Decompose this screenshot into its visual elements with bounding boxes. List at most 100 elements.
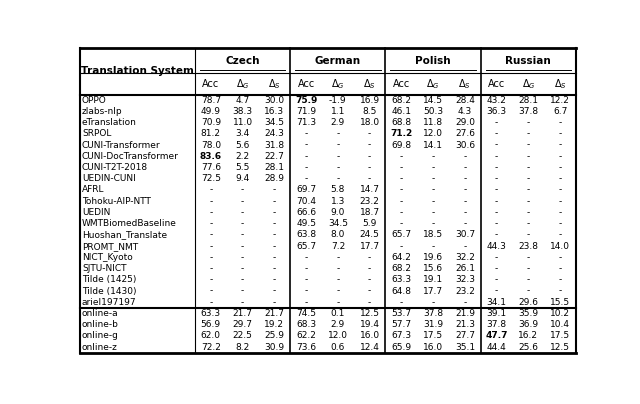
Text: -: - xyxy=(431,174,435,183)
Text: 63.8: 63.8 xyxy=(296,230,316,240)
Text: 15.6: 15.6 xyxy=(423,264,443,273)
Text: -: - xyxy=(463,152,467,161)
Text: NICT_Kyoto: NICT_Kyoto xyxy=(82,253,132,262)
Text: 22.5: 22.5 xyxy=(233,331,253,341)
Text: 36.3: 36.3 xyxy=(486,107,507,116)
Text: 28.1: 28.1 xyxy=(518,96,538,105)
Text: 28.1: 28.1 xyxy=(264,163,284,172)
Text: Russian: Russian xyxy=(506,56,551,66)
Text: 19.6: 19.6 xyxy=(423,253,443,262)
Text: 65.9: 65.9 xyxy=(391,343,412,352)
Text: 72.5: 72.5 xyxy=(201,174,221,183)
Text: -: - xyxy=(209,219,212,228)
Text: -: - xyxy=(431,197,435,206)
Text: -: - xyxy=(305,275,308,284)
Text: -: - xyxy=(305,129,308,138)
Text: 10.2: 10.2 xyxy=(550,309,570,318)
Text: -: - xyxy=(431,219,435,228)
Text: -: - xyxy=(400,197,403,206)
Text: Acc: Acc xyxy=(298,79,315,89)
Text: -: - xyxy=(495,264,499,273)
Text: -: - xyxy=(527,185,530,194)
Text: 27.7: 27.7 xyxy=(455,331,475,341)
Text: 12.2: 12.2 xyxy=(550,96,570,105)
Text: 10.4: 10.4 xyxy=(550,320,570,329)
Text: 64.2: 64.2 xyxy=(392,253,412,262)
Text: 65.7: 65.7 xyxy=(296,242,316,250)
Text: -: - xyxy=(305,152,308,161)
Text: 26.1: 26.1 xyxy=(455,264,475,273)
Text: $\Delta_G$: $\Delta_G$ xyxy=(331,77,345,91)
Text: online-z: online-z xyxy=(82,343,118,352)
Text: -: - xyxy=(273,275,276,284)
Text: 16.0: 16.0 xyxy=(423,343,443,352)
Text: 14.0: 14.0 xyxy=(550,242,570,250)
Text: -: - xyxy=(559,152,562,161)
Text: 47.7: 47.7 xyxy=(485,331,508,341)
Text: $\Delta_S$: $\Delta_S$ xyxy=(268,77,281,91)
Text: -: - xyxy=(495,230,499,240)
Text: 69.8: 69.8 xyxy=(391,141,412,149)
Text: -: - xyxy=(527,253,530,262)
Text: -: - xyxy=(559,230,562,240)
Text: -: - xyxy=(368,141,371,149)
Text: 2.9: 2.9 xyxy=(331,320,345,329)
Text: 12.4: 12.4 xyxy=(360,343,380,352)
Text: online-b: online-b xyxy=(82,320,119,329)
Text: -: - xyxy=(495,208,499,217)
Text: -: - xyxy=(495,253,499,262)
Text: -: - xyxy=(495,141,499,149)
Text: 34.5: 34.5 xyxy=(264,118,284,127)
Text: -: - xyxy=(273,298,276,307)
Text: -: - xyxy=(527,174,530,183)
Text: 63.3: 63.3 xyxy=(201,309,221,318)
Text: -: - xyxy=(400,208,403,217)
Text: -: - xyxy=(273,197,276,206)
Text: 53.7: 53.7 xyxy=(391,309,412,318)
Text: -: - xyxy=(368,286,371,296)
Text: -: - xyxy=(305,163,308,172)
Text: 71.3: 71.3 xyxy=(296,118,316,127)
Text: -: - xyxy=(209,185,212,194)
Text: -: - xyxy=(463,242,467,250)
Text: -: - xyxy=(368,152,371,161)
Text: -: - xyxy=(527,141,530,149)
Text: SJTU-NICT: SJTU-NICT xyxy=(82,264,127,273)
Text: 37.8: 37.8 xyxy=(423,309,443,318)
Text: 38.3: 38.3 xyxy=(232,107,253,116)
Text: -: - xyxy=(273,264,276,273)
Text: 44.3: 44.3 xyxy=(486,242,506,250)
Text: 39.1: 39.1 xyxy=(486,309,507,318)
Text: 1.1: 1.1 xyxy=(331,107,345,116)
Text: -: - xyxy=(463,163,467,172)
Text: WMTBiomedBaseline: WMTBiomedBaseline xyxy=(82,219,177,228)
Text: 30.6: 30.6 xyxy=(455,141,475,149)
Text: 46.1: 46.1 xyxy=(391,107,412,116)
Text: 16.9: 16.9 xyxy=(360,96,380,105)
Text: -: - xyxy=(527,129,530,138)
Text: Acc: Acc xyxy=(393,79,410,89)
Text: 9.4: 9.4 xyxy=(236,174,250,183)
Text: -: - xyxy=(336,264,339,273)
Text: -: - xyxy=(463,197,467,206)
Text: 21.7: 21.7 xyxy=(232,309,253,318)
Text: Tohoku-AIP-NTT: Tohoku-AIP-NTT xyxy=(82,197,151,206)
Text: 24.5: 24.5 xyxy=(360,230,380,240)
Text: 19.4: 19.4 xyxy=(360,320,380,329)
Text: -: - xyxy=(241,230,244,240)
Text: Huoshan_Translate: Huoshan_Translate xyxy=(82,230,167,240)
Text: 68.2: 68.2 xyxy=(391,96,412,105)
Text: 49.5: 49.5 xyxy=(296,219,316,228)
Text: 43.2: 43.2 xyxy=(486,96,506,105)
Text: 71.9: 71.9 xyxy=(296,107,316,116)
Text: 30.7: 30.7 xyxy=(455,230,475,240)
Text: -: - xyxy=(273,286,276,296)
Text: 4.7: 4.7 xyxy=(236,96,250,105)
Text: zlabs-nlp: zlabs-nlp xyxy=(82,107,123,116)
Text: -: - xyxy=(368,264,371,273)
Text: 29.0: 29.0 xyxy=(455,118,475,127)
Text: -: - xyxy=(527,264,530,273)
Text: $\Delta_S$: $\Delta_S$ xyxy=(363,77,376,91)
Text: 57.7: 57.7 xyxy=(391,320,412,329)
Text: 75.9: 75.9 xyxy=(295,96,317,105)
